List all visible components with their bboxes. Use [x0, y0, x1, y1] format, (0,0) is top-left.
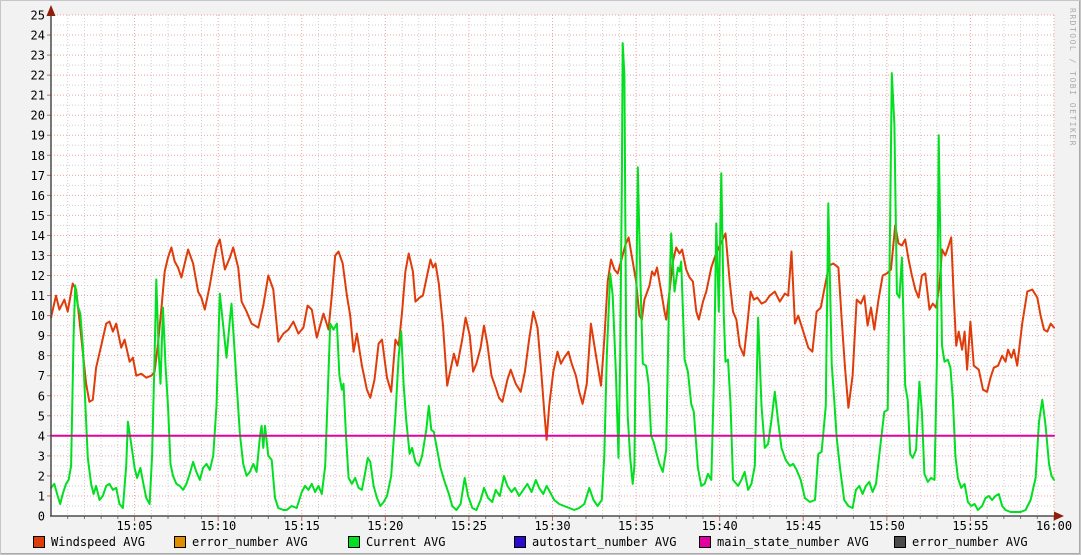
x-axis-label: 15:50 — [869, 519, 905, 533]
y-axis-label: 21 — [31, 89, 45, 103]
legend-item-main-state-number-avg: main_state_number AVG — [699, 535, 869, 549]
y-axis-label: 20 — [31, 109, 45, 123]
x-axis-arrow-icon — [1054, 511, 1064, 521]
y-axis-label: 8 — [38, 349, 45, 363]
current-avg-line — [50, 42, 1055, 513]
y-axis-arrow-icon — [46, 5, 56, 16]
windspeed-avg-line — [50, 224, 1055, 441]
x-axis-label: 15:30 — [534, 519, 570, 533]
legend-item-windspeed-avg: Windspeed AVG — [33, 535, 145, 549]
watermark-text: RRDTOOL / TOBI OETIKER — [1068, 8, 1077, 147]
legend-item-autostart-number-avg: autostart_number AVG — [514, 535, 677, 549]
legend: Windspeed AVG error_number AVG Current AVG… — [1, 534, 1080, 552]
x-axis-label: 15:35 — [618, 519, 654, 533]
legend-swatch-icon — [514, 536, 526, 548]
legend-label: error_number AVG — [192, 534, 308, 549]
y-axis-label: 19 — [31, 129, 45, 143]
y-axis-label: 13 — [31, 249, 45, 263]
y-axis-label: 5 — [38, 409, 45, 423]
y-axis-label: 14 — [31, 229, 45, 243]
y-axis-label: 22 — [31, 69, 45, 83]
x-axis-label: 15:45 — [785, 519, 821, 533]
x-axis-label: 16:00 — [1036, 519, 1072, 533]
y-axis-label: 4 — [38, 429, 45, 443]
legend-label: main_state_number AVG — [717, 534, 869, 549]
legend-swatch-icon — [894, 536, 906, 548]
x-axis-label: 15:40 — [702, 519, 738, 533]
y-axis-label: 10 — [31, 309, 45, 323]
x-axis-label: 15:05 — [117, 519, 153, 533]
y-axis-label: 16 — [31, 189, 45, 203]
y-axis-label: 1 — [38, 489, 45, 503]
y-axis-label: 3 — [38, 449, 45, 463]
y-axis-label: 25 — [31, 9, 45, 23]
y-axis-label: 17 — [31, 169, 45, 183]
legend-label: Current AVG — [366, 534, 446, 549]
y-axis-label: 18 — [31, 149, 45, 163]
x-axis-label: 15:20 — [367, 519, 403, 533]
x-axis-label: 15:55 — [952, 519, 988, 533]
x-axis-label: 15:15 — [284, 519, 320, 533]
y-axis-label: 7 — [38, 369, 45, 383]
legend-item-error-number-avg: error_number AVG — [174, 535, 308, 549]
legend-swatch-icon — [174, 536, 186, 548]
y-axis-label: 11 — [31, 289, 45, 303]
y-axis-label: 23 — [31, 49, 45, 63]
y-axis-label: 2 — [38, 469, 45, 483]
legend-item-error-number-avg: error_number AVG — [894, 535, 1028, 549]
y-axis-label: 12 — [31, 269, 45, 283]
legend-item-current-avg: Current AVG — [348, 535, 445, 549]
legend-swatch-icon — [33, 536, 45, 548]
y-axis-label: 24 — [31, 29, 45, 43]
legend-swatch-icon — [699, 536, 711, 548]
legend-swatch-icon — [348, 536, 360, 548]
y-axis-label: 15 — [31, 209, 45, 223]
legend-label: Windspeed AVG — [51, 534, 145, 549]
y-axis-label: 9 — [38, 329, 45, 343]
y-axis-label: 6 — [38, 389, 45, 403]
legend-label: autostart_number AVG — [532, 534, 677, 549]
x-axis-label: 15:10 — [200, 519, 236, 533]
y-axis-label: 0 — [38, 510, 45, 524]
legend-label: error_number AVG — [912, 534, 1028, 549]
x-axis-label: 15:25 — [451, 519, 487, 533]
